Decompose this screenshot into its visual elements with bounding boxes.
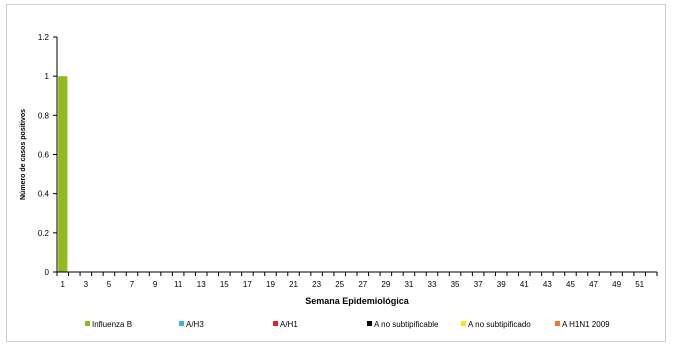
x-tick-label: 23 [312, 280, 321, 289]
x-tick-label: 15 [220, 280, 229, 289]
x-tick-label: 7 [130, 280, 135, 289]
x-tick-label: 27 [358, 280, 367, 289]
x-tick-label: 1 [61, 280, 66, 289]
x-tick-label: 3 [84, 280, 89, 289]
legend-label: A H1N1 2009 [562, 320, 610, 329]
y-tick-label: 0.2 [38, 229, 50, 238]
x-tick-label: 31 [404, 280, 413, 289]
x-tick-label: 37 [474, 280, 483, 289]
legend: Influenza B A/H3 A/H1 A no subtipificable A … [85, 320, 610, 329]
bars [58, 76, 68, 273]
legend-label: A/H3 [186, 320, 204, 329]
x-tick-label: 9 [153, 280, 158, 289]
x-tick-label: 43 [543, 280, 552, 289]
y-tick-label: 1 [45, 72, 50, 81]
x-tick-label: 5 [107, 280, 112, 289]
x-tick-label: 19 [266, 280, 275, 289]
y-tick-label: 0 [45, 268, 50, 277]
y-tick-label: 0.8 [38, 111, 50, 120]
x-tick-label: 13 [197, 280, 206, 289]
x-tick-label: 41 [520, 280, 529, 289]
legend-swatch [273, 321, 278, 326]
legend-swatch [555, 321, 560, 326]
legend-swatch [461, 321, 466, 326]
y-axis-ticks: 0 0.2 0.4 0.6 0.8 1 1.2 [38, 33, 57, 277]
x-tick-label: 51 [635, 280, 644, 289]
legend-label: A no subtipificable [374, 320, 439, 329]
x-tick-label: 49 [612, 280, 621, 289]
x-axis-title: Semana Epidemiológica [305, 296, 410, 306]
x-tick-label: 35 [451, 280, 460, 289]
legend-swatch [179, 321, 184, 326]
y-tick-label: 0.6 [38, 151, 50, 160]
y-tick-label: 1.2 [38, 33, 50, 42]
y-axis-title: Número de casos positivos [20, 109, 27, 200]
legend-label: A/H1 [280, 320, 298, 329]
legend-label: Influenza B [92, 320, 132, 329]
chart-frame: 0 0.2 0.4 0.6 0.8 1 1.2 1 3 5 7 9 11 13 15 17 19 21 23 25 2… [6, 4, 666, 342]
legend-label: A no subtipificado [468, 320, 531, 329]
x-tick-label: 39 [497, 280, 506, 289]
x-tick-label: 17 [243, 280, 252, 289]
x-tick-label: 33 [428, 280, 437, 289]
legend-swatch [367, 321, 372, 326]
x-tick-label: 45 [566, 280, 575, 289]
x-tick-label: 25 [335, 280, 344, 289]
y-tick-label: 0.4 [38, 190, 50, 199]
x-axis-ticks: 1 3 5 7 9 11 13 15 17 19 21 23 25 27 29 31 33 35 37 39 41 43 4… [56, 272, 658, 289]
chart-svg: 00.20.40.60.811.2 1 3 5 7 9 11 13 15 17 19 21 23 25 2… [20, 33, 658, 329]
x-tick-label: 21 [289, 280, 298, 289]
bar [58, 76, 68, 273]
x-tick-label: 47 [589, 280, 598, 289]
legend-swatch [85, 321, 90, 326]
x-tick-label: 11 [174, 280, 183, 289]
x-tick-label: 29 [381, 280, 390, 289]
